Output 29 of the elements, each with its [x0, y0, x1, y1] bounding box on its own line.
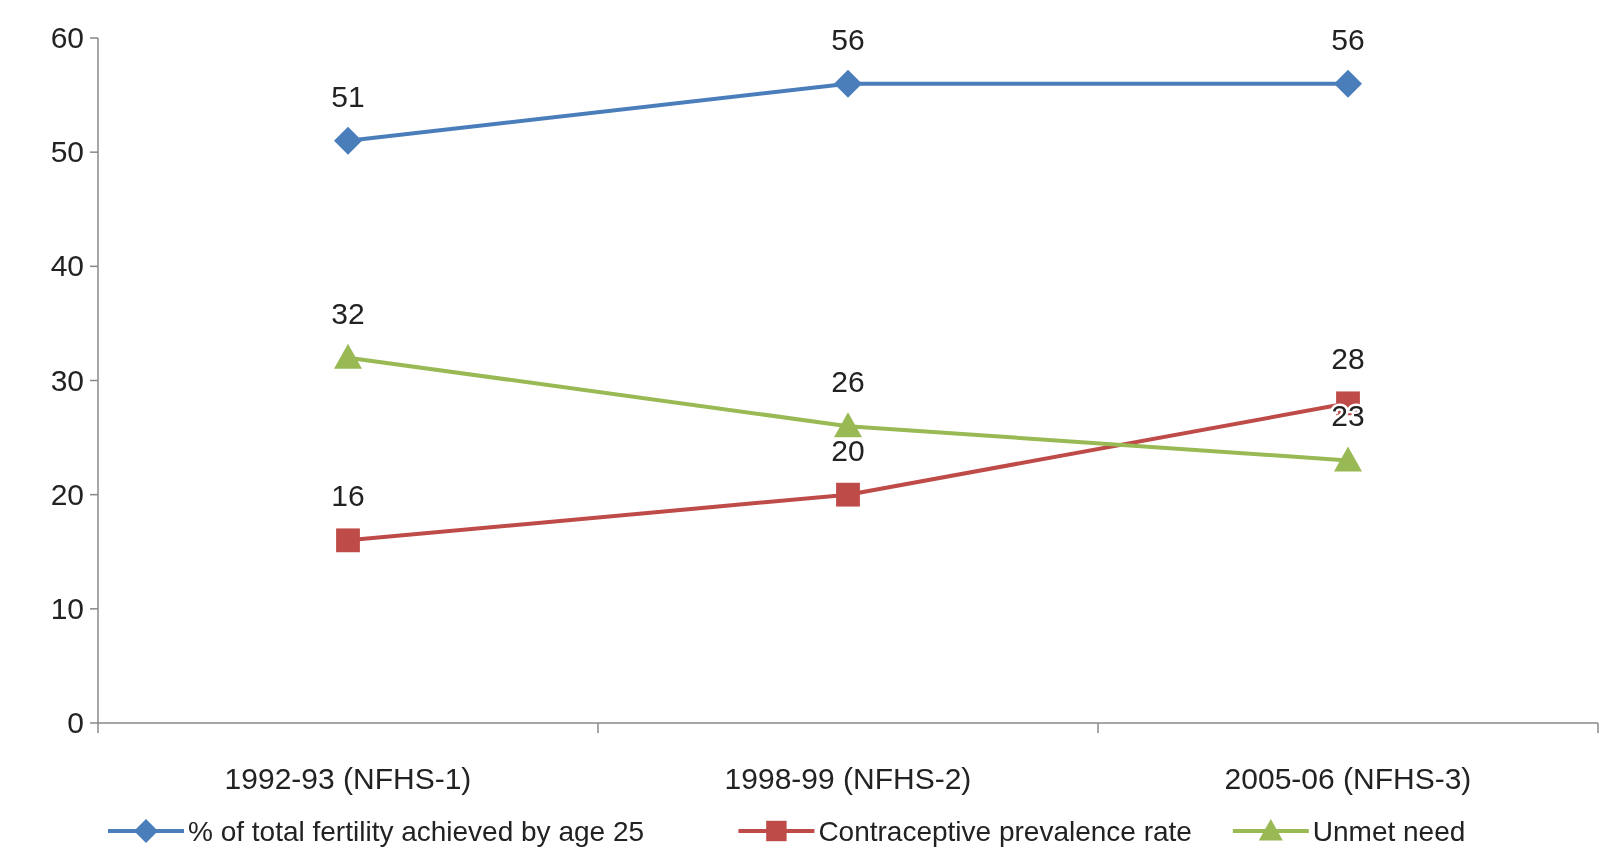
x-tick-label: 1998-99 (NFHS-2): [724, 762, 972, 795]
y-tick-label: 50: [50, 135, 84, 169]
data-label: 26: [831, 365, 865, 399]
y-tick-label: 60: [50, 21, 84, 54]
data-label: 20: [831, 433, 865, 467]
y-tick-label: 10: [50, 591, 84, 625]
point: [336, 528, 360, 553]
point: [834, 412, 862, 438]
data-label: 32: [331, 296, 365, 330]
x-tick-label: 2005-06 (NFHS-3): [1224, 762, 1472, 795]
point: [1334, 446, 1362, 472]
y-tick-label: 40: [50, 249, 84, 283]
point: [836, 482, 860, 507]
data-label: 56: [1331, 22, 1365, 56]
legend-label: Contraceptive prevalence rate: [818, 816, 1192, 847]
legend-label: Unmet need: [1312, 816, 1466, 847]
y-tick-label: 20: [50, 477, 84, 511]
data-label: 56: [831, 22, 865, 56]
point: [834, 69, 862, 98]
data-label: 28: [1331, 342, 1365, 376]
legend-label: % of total fertility achieved by age 25: [188, 816, 645, 847]
point: [334, 343, 362, 369]
data-label: 16: [331, 479, 365, 513]
x-tick-label: 1992-93 (NFHS-1): [224, 762, 472, 795]
data-label: 51: [331, 79, 365, 113]
y-tick-label: 0: [67, 706, 84, 739]
y-tick-label: 30: [50, 363, 84, 397]
point: [1334, 69, 1362, 98]
point: [334, 126, 362, 155]
